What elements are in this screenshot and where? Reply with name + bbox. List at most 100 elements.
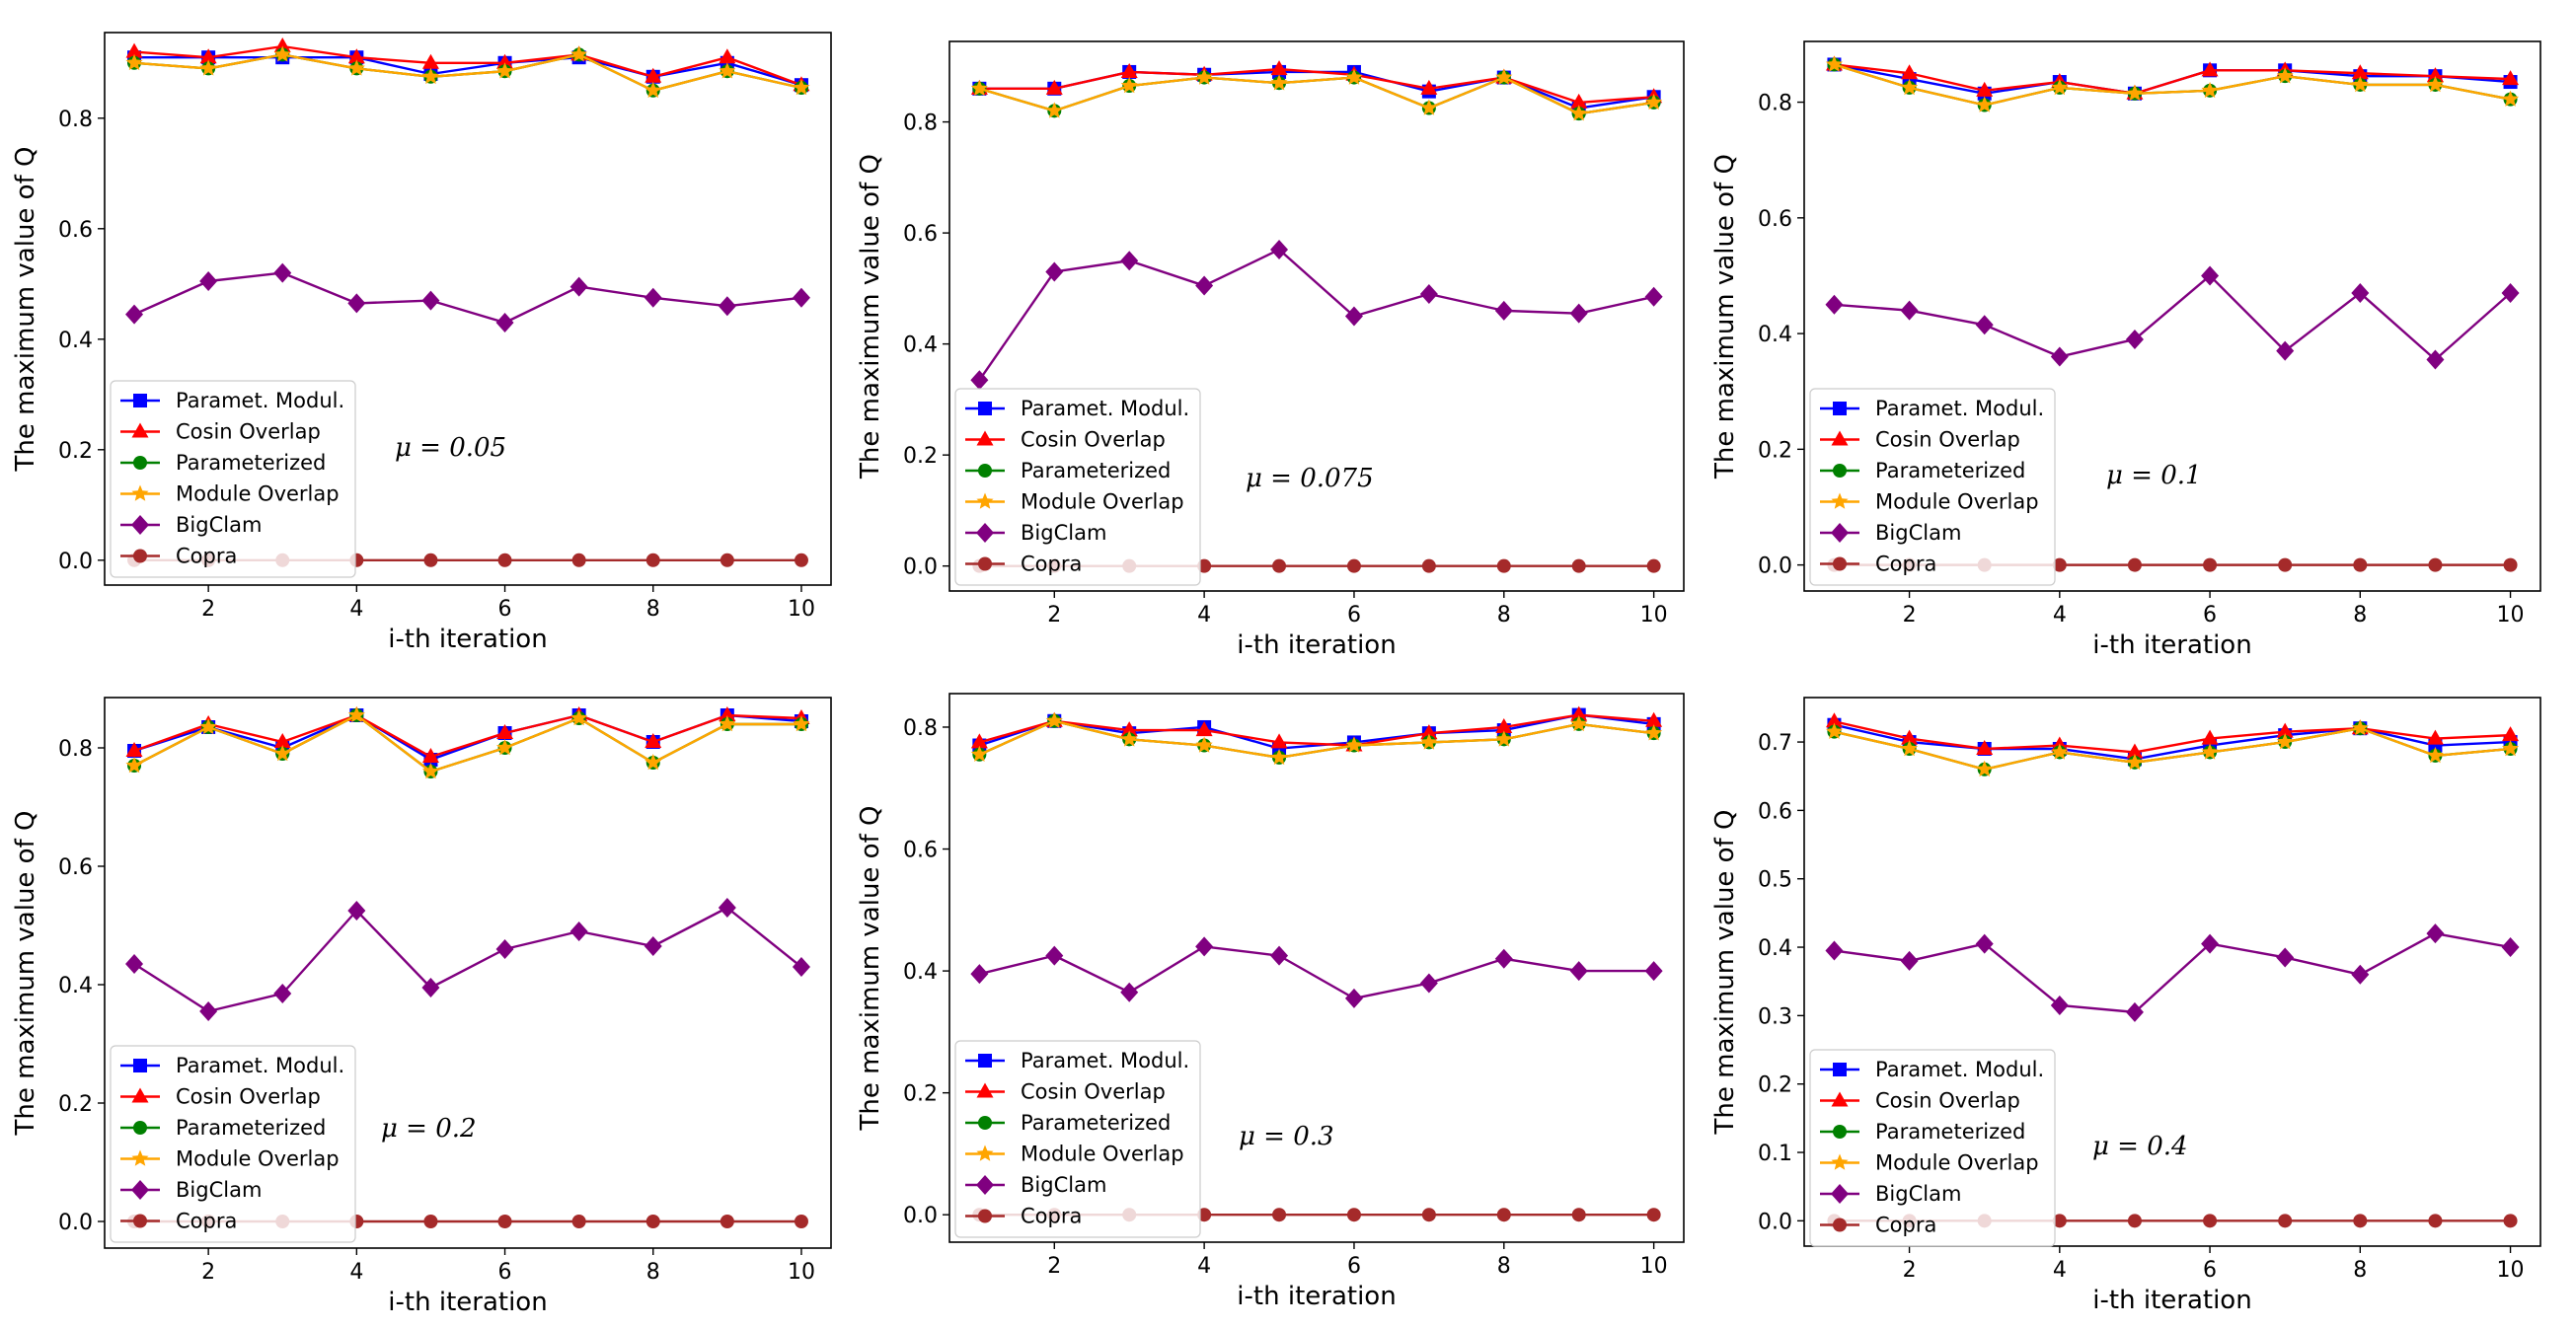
data-point [1195, 936, 1214, 957]
data-point [125, 757, 143, 774]
y-axis-label: The maximum value of Q [856, 806, 885, 1132]
data-point [273, 37, 291, 52]
data-point [1571, 558, 1586, 573]
data-point [423, 553, 438, 567]
data-point [970, 79, 988, 97]
y-tick-label: 0.4 [58, 329, 93, 353]
data-point [1045, 261, 1064, 282]
legend-marker [978, 464, 992, 478]
legend-label: Cosin Overlap [1875, 428, 2020, 452]
data-point [644, 81, 662, 99]
legend-marker [978, 402, 992, 415]
x-tick-label: 2 [1047, 1254, 1061, 1279]
mu-annotation: μ = 0.3 [1239, 1122, 1334, 1151]
y-tick-label: 0.2 [58, 439, 93, 464]
data-point [2125, 329, 2144, 349]
x-tick-label: 4 [2053, 1258, 2067, 1283]
legend-label: Copra [1875, 553, 1936, 576]
data-point [1570, 705, 1588, 721]
data-point [2351, 75, 2369, 93]
data-point [1901, 740, 1919, 757]
y-tick-label: 0.0 [58, 550, 93, 574]
x-tick-label: 4 [1197, 1254, 1211, 1279]
legend-label: Parameterized [1021, 1111, 1171, 1135]
series-line [979, 67, 1654, 105]
data-point [2428, 1214, 2443, 1228]
data-point [2351, 964, 2370, 985]
data-point [2201, 265, 2220, 286]
data-point [571, 553, 586, 567]
data-point [1901, 729, 1919, 745]
x-tick-label: 8 [1497, 1254, 1511, 1279]
legend-marker [131, 422, 149, 438]
chart-panel-2: 2 4 6 8 10 0.0 0.2 0.4 0.6 0.8 i-th iteration The m… [856, 40, 1685, 660]
x-axis-label: i-th iteration [1237, 1282, 1396, 1311]
mu-annotation: μ = 0.4 [2092, 1132, 2188, 1161]
data-point [1420, 79, 1438, 95]
data-point [1976, 760, 1994, 777]
legend-marker [1831, 1153, 1849, 1170]
data-point [1345, 736, 1363, 753]
data-point [273, 45, 291, 62]
legend-label: Cosin Overlap [1021, 1080, 1166, 1104]
data-point [199, 1001, 218, 1021]
x-axis-label: i-th iteration [2092, 630, 2251, 660]
y-tick-label: 0.0 [58, 1211, 93, 1235]
legend-marker [1833, 1063, 1847, 1076]
data-point [571, 1215, 586, 1228]
data-point [347, 706, 365, 723]
y-tick-label: 0.6 [58, 218, 93, 243]
x-tick-label: 10 [788, 597, 815, 622]
data-point [1045, 102, 1063, 118]
x-tick-label: 4 [1197, 603, 1211, 628]
data-point [1569, 303, 1588, 324]
data-point [1494, 948, 1513, 969]
y-tick-label: 0.4 [1758, 323, 1792, 347]
data-point [2426, 75, 2444, 93]
data-point [719, 715, 736, 732]
y-tick-label: 0.0 [1758, 1210, 1792, 1234]
data-point [495, 62, 514, 79]
data-point [1419, 973, 1438, 994]
data-point [1645, 93, 1663, 111]
data-point [1825, 294, 1844, 315]
series-line [134, 56, 802, 87]
data-point [1420, 724, 1438, 740]
data-point [1120, 730, 1138, 747]
y-tick-label: 0.6 [1758, 799, 1792, 824]
legend-marker [133, 549, 147, 563]
data-point [2203, 1214, 2218, 1228]
legend-label: Cosin Overlap [1875, 1089, 2020, 1113]
mu-annotation: μ = 0.05 [395, 433, 506, 463]
series-line [979, 76, 1654, 115]
legend-label: Copra [1021, 553, 1082, 576]
x-tick-label: 8 [1497, 603, 1511, 628]
data-point [496, 53, 514, 69]
series-line [133, 271, 802, 325]
data-point [125, 304, 144, 325]
series-line [1834, 727, 2511, 771]
y-tick-label: 0.8 [1758, 92, 1792, 116]
data-point [1976, 81, 1994, 97]
data-point [1272, 558, 1287, 573]
data-point [793, 715, 810, 732]
legend-marker [133, 1059, 147, 1072]
legend-label: Module Overlap [1875, 490, 2039, 514]
series-line [1834, 931, 2511, 1014]
legend-marker [1833, 1125, 1847, 1139]
legend-label: BigClam [1021, 521, 1106, 545]
y-tick-label: 0.4 [903, 333, 938, 358]
data-point [970, 733, 988, 749]
data-point [570, 709, 588, 726]
data-point [2201, 81, 2219, 99]
data-point [569, 276, 588, 297]
data-point [125, 42, 143, 58]
series-bigclam [970, 936, 1663, 1008]
legend-label: Paramet. Modul. [176, 1054, 344, 1077]
data-point [1825, 712, 1843, 728]
data-point [2201, 61, 2219, 77]
data-point [1045, 79, 1063, 95]
legend-marker [976, 1082, 994, 1098]
x-axis-label: i-th iteration [388, 625, 547, 654]
x-axis-label: i-th iteration [2092, 1286, 2251, 1315]
